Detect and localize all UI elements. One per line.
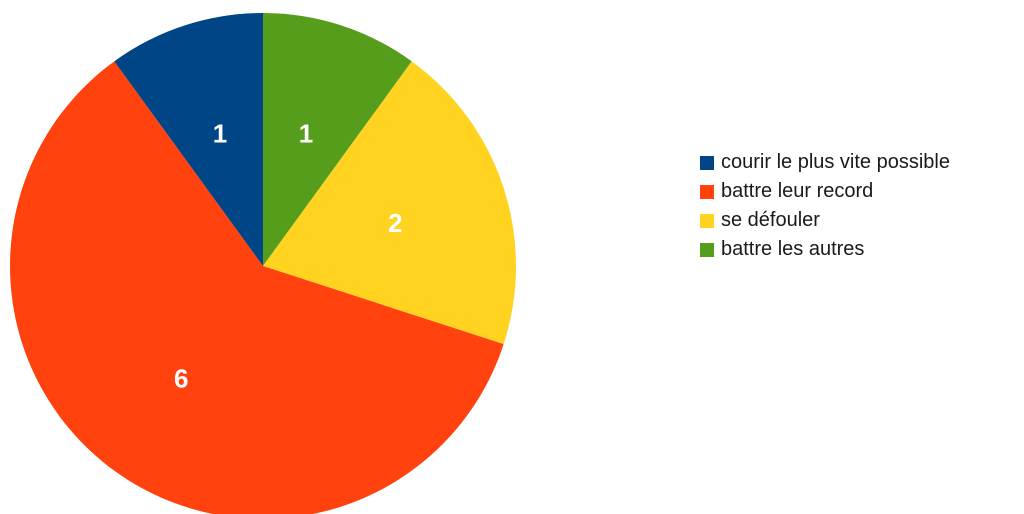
legend-item-2: battre leur record [700, 177, 950, 206]
pie-slices [10, 13, 517, 514]
pie-slice-4 [263, 13, 412, 266]
legend-label-4: battre les autres [721, 238, 865, 260]
slice-value-label-1: 1 [213, 119, 227, 149]
pie-slice-3 [263, 61, 517, 345]
legend-item-3: se défouler [700, 206, 950, 235]
legend-swatch-3 [700, 213, 714, 228]
legend-item-1: courir le plus vite possible [700, 148, 950, 177]
slice-value-label-2: 6 [174, 364, 188, 394]
pie-slice-1 [114, 13, 263, 266]
legend: courir le plus vite possible battre leur … [700, 148, 950, 264]
legend-swatch-2 [700, 184, 714, 199]
slice-value-label-3: 2 [388, 208, 402, 238]
legend-label-2: battre leur record [721, 180, 874, 202]
legend-label-1: courir le plus vite possible [721, 151, 950, 173]
legend-swatch-4 [700, 242, 714, 257]
legend-swatch-1 [700, 155, 714, 170]
pie-data-labels: 1 2 6 1 [174, 119, 403, 394]
legend-label-3: se défouler [721, 209, 820, 231]
slice-value-label-4: 1 [299, 119, 313, 149]
legend-item-4: battre les autres [700, 235, 950, 264]
pie-slice-2 [10, 61, 504, 514]
